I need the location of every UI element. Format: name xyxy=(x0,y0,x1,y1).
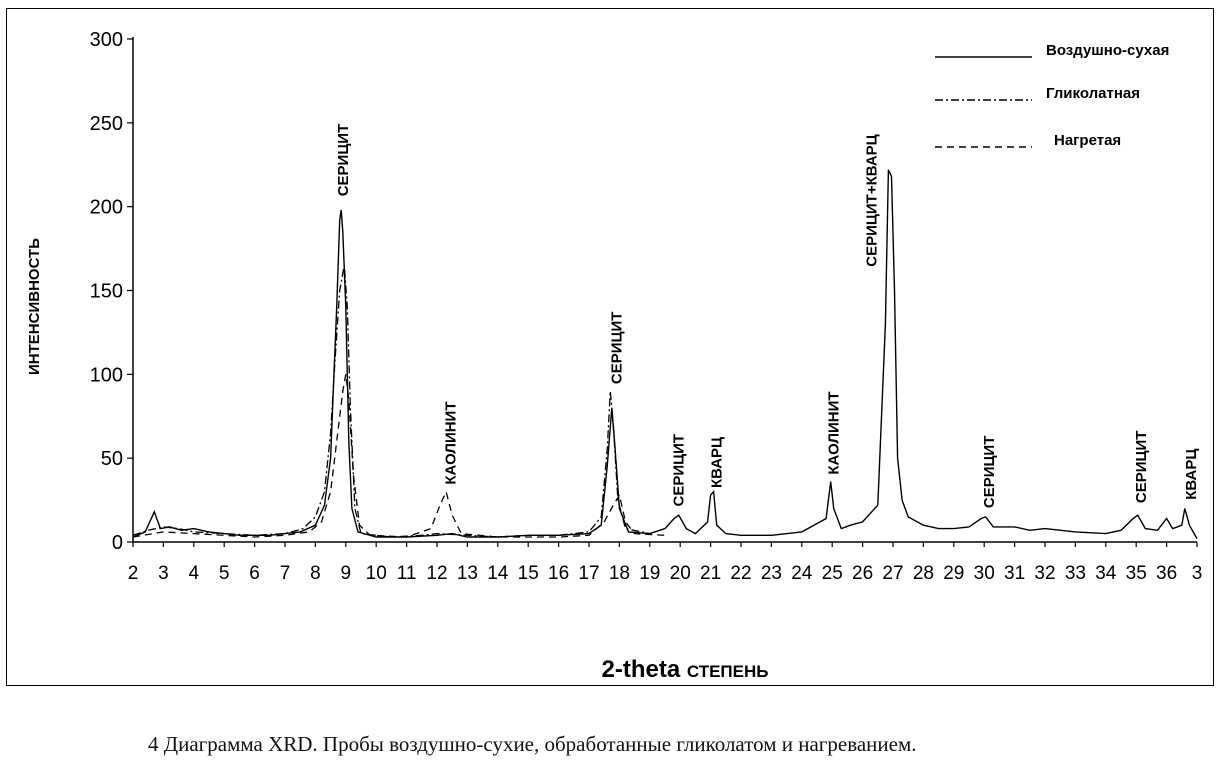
x-tick-label: 2 xyxy=(128,563,139,584)
x-tick-label: 18 xyxy=(609,563,630,584)
x-tick-label: 5 xyxy=(219,563,230,584)
x-tick-label: 23 xyxy=(761,563,782,584)
chart-frame: 0 50 100 150 200 250 300 2 3 4 5 6 7 8 9 10 11 12 13 14 15 16… xyxy=(6,8,1214,686)
x-tick-label: 13 xyxy=(457,563,478,584)
x-tick-label: 9 xyxy=(341,563,352,584)
x-tick-label: 22 xyxy=(730,563,751,584)
x-tick-label: 21 xyxy=(700,563,721,584)
x-tick-label: 7 xyxy=(280,563,291,584)
x-tick-label: 10 xyxy=(366,563,387,584)
y-tick-label: 50 xyxy=(101,448,123,470)
legend-label-1: Воздушно-сухая xyxy=(1046,42,1169,59)
x-tick-label: 36 xyxy=(1156,563,1177,584)
x-tick-label: 17 xyxy=(578,563,599,584)
x-tick-label: 20 xyxy=(670,563,691,584)
peak-annotation: СЕРИЦИТ xyxy=(608,312,625,385)
x-tick-label: 14 xyxy=(487,563,509,584)
y-tick-label: 300 xyxy=(90,29,123,51)
y-tick-label: 100 xyxy=(90,364,123,386)
x-tick-label: 34 xyxy=(1095,563,1117,584)
peak-annotation: СЕРИЦИТ xyxy=(335,124,352,197)
x-tick-label: 11 xyxy=(397,563,417,584)
x-tick-label: 19 xyxy=(639,563,660,584)
peak-annotation: КАОЛИНИТ xyxy=(443,401,460,484)
peak-annotation: КВАРЦ xyxy=(709,437,726,488)
x-tick-label: 28 xyxy=(913,563,934,584)
x-tick-label: 31 xyxy=(1004,563,1025,584)
x-tick-label: 15 xyxy=(518,563,539,584)
x-tick-label: 6 xyxy=(249,563,260,584)
x-tick-label: 26 xyxy=(852,563,873,584)
x-tick-label: 27 xyxy=(882,563,903,584)
peak-annotation: КАОЛИНИТ xyxy=(826,391,843,474)
peak-annotation: СЕРИЦИТ xyxy=(671,434,688,507)
x-axis-label: 2-theta СТЕПЕНЬ xyxy=(602,656,769,683)
x-tick-label: 32 xyxy=(1034,563,1055,584)
x-tick-label: 4 xyxy=(189,563,200,584)
peak-annotation: СЕРИЦИТ xyxy=(981,436,998,509)
x-tick-label: 29 xyxy=(943,563,964,584)
series-line-2 xyxy=(132,265,650,538)
x-tick-label: 16 xyxy=(548,563,569,584)
series-line-3 xyxy=(132,374,666,538)
x-tick-label: 33 xyxy=(1065,563,1086,584)
x-tick-label: 25 xyxy=(822,563,843,584)
peak-annotation: СЕРИЦИТ xyxy=(1133,431,1150,504)
y-tick-label: 150 xyxy=(90,281,123,303)
y-tick-label: 250 xyxy=(90,113,123,135)
y-tick-label: 200 xyxy=(90,197,123,219)
peak-annotation: КВАРЦ xyxy=(1183,449,1200,500)
x-tick-label: 3 xyxy=(158,563,169,584)
legend-label-3: Нагретая xyxy=(1054,132,1121,149)
legend-label-2: Гликолатная xyxy=(1046,85,1140,102)
peak-annotation: СЕРИЦИТ+КВАРЦ xyxy=(864,134,881,266)
x-tick-label: 8 xyxy=(310,563,321,584)
x-tick-label: 35 xyxy=(1126,563,1147,584)
x-tick-label: 3 xyxy=(1192,563,1203,584)
x-tick-label: 12 xyxy=(426,563,447,584)
figure-caption: 4 Диаграмма XRD. Пробы воздушно-сухие, о… xyxy=(148,732,917,756)
series-line-1 xyxy=(132,169,1198,539)
x-tick-label: 24 xyxy=(791,563,813,584)
x-tick-label: 30 xyxy=(974,563,995,584)
y-axis-label: ИНТЕНСИВНОСТЬ xyxy=(26,238,43,375)
y-tick-label: 0 xyxy=(112,532,123,554)
